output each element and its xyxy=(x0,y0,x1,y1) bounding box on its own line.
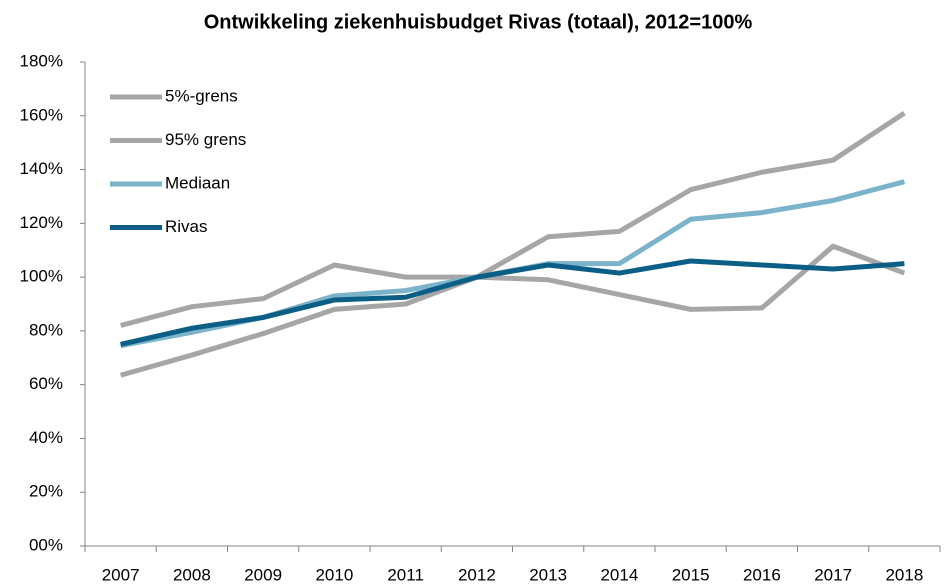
line-series xyxy=(119,111,906,378)
legend-label: Mediaan xyxy=(165,173,230,192)
y-tick-label: 60% xyxy=(29,374,63,393)
legend-label: Rivas xyxy=(165,217,208,236)
y-tick-label: 40% xyxy=(29,428,63,447)
y-tick-label: 20% xyxy=(29,482,63,501)
legend-label: 95% grens xyxy=(165,130,246,149)
x-tick-label: 2017 xyxy=(814,565,852,584)
x-tick-label: 2013 xyxy=(529,565,567,584)
y-tick-label: 160% xyxy=(20,105,63,124)
x-tick-label: 2018 xyxy=(885,565,923,584)
line-series xyxy=(120,258,905,347)
chart-title: Ontwikkeling ziekenhuisbudget Rivas (tot… xyxy=(204,11,753,33)
y-tick-label: 140% xyxy=(20,159,63,178)
line-series xyxy=(119,243,906,328)
y-tick-label: 00% xyxy=(29,535,63,554)
x-tick-label: 2014 xyxy=(600,565,638,584)
y-tick-label: 80% xyxy=(29,320,63,339)
x-tick-label: 2007 xyxy=(102,565,140,584)
y-tick-label: 180% xyxy=(20,51,63,70)
x-tick-label: 2009 xyxy=(244,565,282,584)
y-tick-label: 120% xyxy=(20,213,63,232)
legend-label: 5%-grens xyxy=(165,86,238,105)
x-tick-label: 2015 xyxy=(672,565,710,584)
x-tick-label: 2012 xyxy=(458,565,496,584)
x-tick-label: 2010 xyxy=(315,565,353,584)
x-tick-label: 2016 xyxy=(743,565,781,584)
x-tick-label: 2011 xyxy=(387,565,424,584)
x-tick-label: 2008 xyxy=(173,565,211,584)
y-tick-label: 100% xyxy=(20,267,63,286)
